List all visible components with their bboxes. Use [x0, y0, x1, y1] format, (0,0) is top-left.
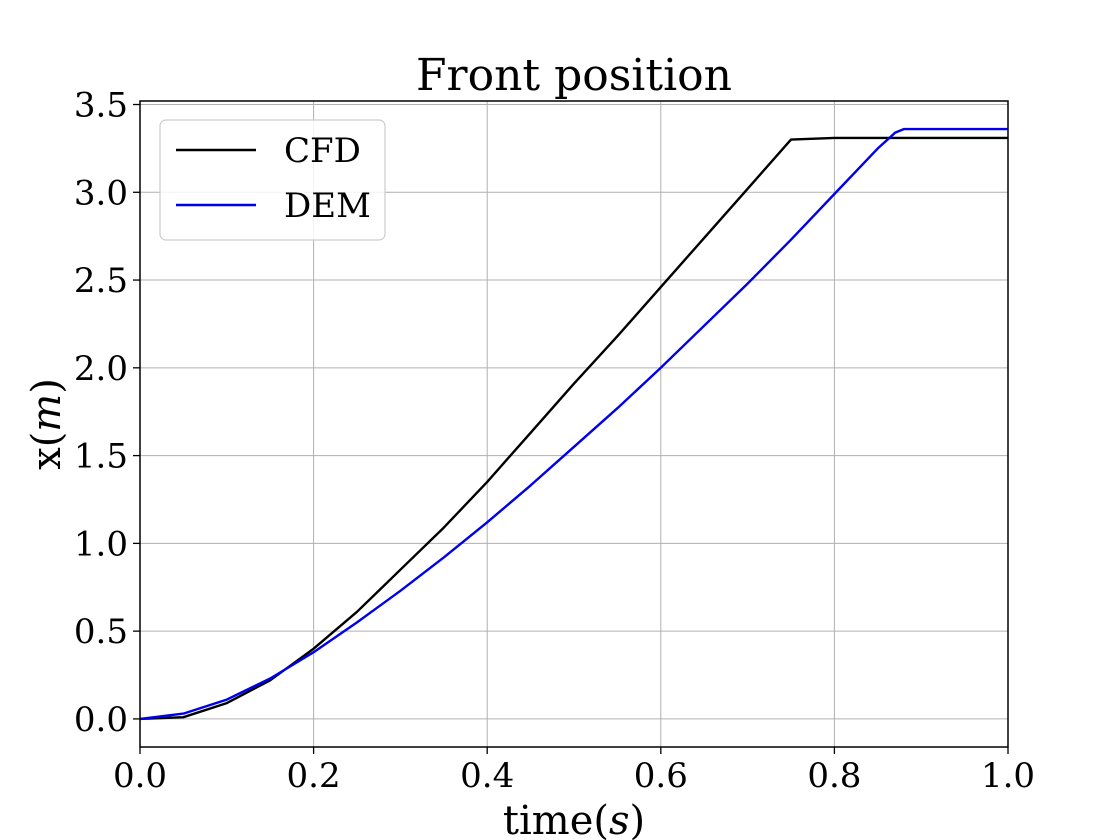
x-tick-label: 0.6	[634, 756, 688, 796]
axis-title-part: s	[609, 798, 630, 840]
y-tick-label: 3.0	[74, 173, 128, 213]
x-tick-label: 0.2	[287, 756, 341, 796]
series-line-dem	[139, 127, 1008, 721]
series-layer	[139, 127, 1008, 721]
legend-label-dem: DEM	[284, 186, 371, 226]
chart-title: Front position	[416, 50, 732, 101]
axis-title-part: )	[630, 798, 646, 840]
y-tick-label: 3.5	[74, 86, 128, 126]
y-axis-title: x(m)	[24, 378, 70, 470]
y-tick-label: 1.5	[74, 437, 128, 477]
axis-title-part: m	[24, 394, 70, 432]
axis-title-part: x(	[24, 432, 70, 470]
legend: CFD DEM	[159, 119, 386, 241]
y-tick-label: 0.5	[74, 612, 128, 652]
y-tick-label: 1.0	[74, 524, 128, 564]
axis-title-part: time(	[503, 798, 609, 840]
axis-ticks: 0.0 0.2 0.4 0.6 0.8 1.0 0.0 0.5 1.0 1.5 2.0 2.5 3.0 3…	[74, 86, 1035, 796]
y-tick-label: 2.0	[74, 349, 128, 389]
plot-frame	[139, 100, 1009, 748]
x-tick-label: 0.4	[460, 756, 514, 796]
x-axis-title: time(s)	[503, 798, 645, 840]
y-tick-label: 0.0	[74, 700, 128, 740]
legend-label-cfd: CFD	[284, 131, 361, 171]
y-tick-label: 2.5	[74, 261, 128, 301]
x-tick-label: 0.8	[807, 756, 861, 796]
x-tick-label: 0.0	[113, 756, 167, 796]
axis-title-part: )	[24, 378, 70, 394]
x-tick-label: 1.0	[981, 756, 1035, 796]
